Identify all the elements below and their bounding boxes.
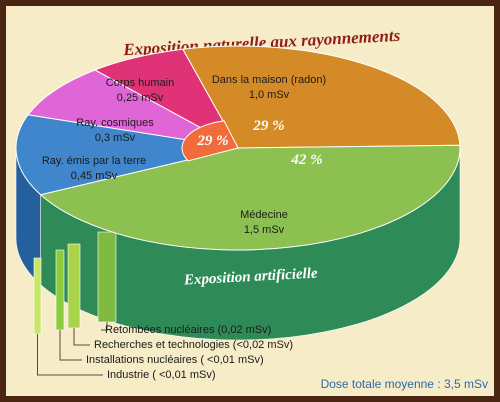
- slice-top-earth: [15, 114, 239, 196]
- slice-value-medicine: 1,5 mSv: [244, 224, 285, 236]
- leader-line-industry: [37, 334, 103, 376]
- slice-name-medicine: Médecine: [240, 209, 288, 221]
- slice-name-radon: Dans la maison (radon): [212, 74, 326, 86]
- minor-source-legend: Retombées nucléaires (0,02 mSv) Recherch…: [86, 324, 293, 381]
- slice-top-cosmic: [27, 69, 239, 149]
- legend-fallout: Retombées nucléaires (0,02 mSv): [105, 324, 271, 336]
- slice-value-body: 0,25 mSv: [117, 92, 164, 104]
- percent-natural-other: 29 %: [196, 133, 228, 149]
- slice-top-medicine: [39, 144, 461, 251]
- leader-line-fallout: [101, 322, 108, 331]
- slice-value-earth: 0,45 mSv: [71, 170, 118, 182]
- chart-frame: Exposition naturelle aux rayonnements Da…: [6, 6, 494, 396]
- minor-bar-fallout: [97, 231, 117, 323]
- pie-chart: Exposition naturelle aux rayonnements Da…: [15, 26, 488, 391]
- inner-disc: [181, 120, 239, 162]
- total-dose: Dose totale moyenne : 3,5 mSv: [321, 377, 488, 391]
- percent-natural-home: 29 %: [252, 118, 284, 134]
- minor-bar-installations: [55, 249, 65, 331]
- slice-top-radon: [181, 45, 461, 149]
- leader-lines: [37, 322, 108, 376]
- legend-industry: Industrie ( <0,01 mSv): [107, 369, 216, 381]
- legend-research: Recherches et technologies (<0,02 mSv): [94, 339, 293, 351]
- slice-top-body: [93, 48, 240, 150]
- artificial-title: Exposition artificielle: [183, 265, 319, 288]
- percent-artificial: 42 %: [290, 152, 322, 168]
- leader-line-installations: [59, 330, 82, 361]
- leader-line-research: [73, 328, 90, 346]
- slice-value-cosmic: 0,3 mSv: [95, 132, 136, 144]
- minor-source-bars: [33, 231, 117, 335]
- slice-name-earth: Ray. émis par la terre: [42, 155, 146, 167]
- minor-bar-research: [67, 243, 81, 329]
- minor-bar-industry: [33, 257, 42, 335]
- slice-labels: Dans la maison (radon) 1,0 mSv Corps hum…: [42, 74, 326, 289]
- slice-name-body: Corps humain: [106, 77, 174, 89]
- slice-value-radon: 1,0 mSv: [249, 89, 290, 101]
- slice-name-cosmic: Ray. cosmiques: [76, 117, 154, 129]
- inner-disc-wedge: [181, 120, 239, 162]
- legend-installations: Installations nucléaires ( <0,01 mSv): [86, 354, 264, 366]
- pie-slices: [15, 45, 461, 251]
